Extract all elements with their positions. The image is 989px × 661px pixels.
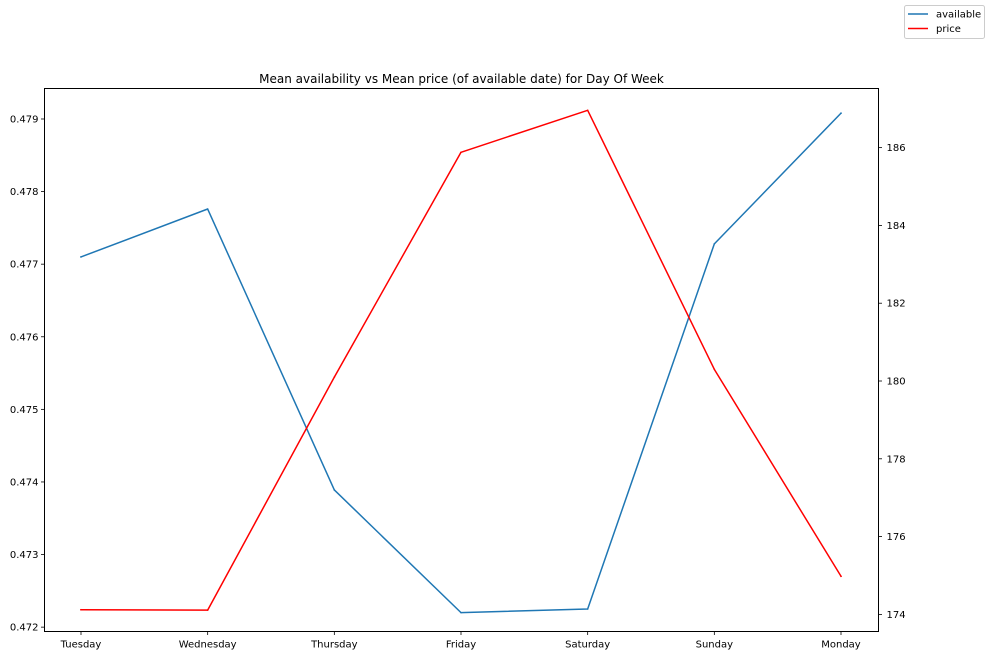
y-left-tick-label: 0.476 <box>10 332 39 343</box>
y-right-tick-label: 174 <box>887 610 906 621</box>
legend-label-price: price <box>936 24 961 35</box>
data-point-price <box>80 608 82 611</box>
x-tick-label: Tuesday <box>60 640 102 651</box>
y-left-tick-label: 0.474 <box>10 477 39 488</box>
data-point-available <box>333 489 336 491</box>
x-tick-label: Friday <box>446 640 476 651</box>
y-right-tick-label: 176 <box>887 532 906 543</box>
y-right-tick-label: 178 <box>887 454 906 465</box>
legend-entries: available price <box>908 10 981 35</box>
data-point-available <box>206 208 209 210</box>
plot-layer <box>80 109 843 614</box>
legend: available price <box>904 5 985 39</box>
x-tick-label: Monday <box>821 640 861 651</box>
data-point-price <box>586 109 589 112</box>
x-tick-label: Saturday <box>565 640 610 651</box>
data-point-available <box>713 243 716 245</box>
series-line-available <box>80 112 843 614</box>
y-right-tick-label: 182 <box>887 299 906 310</box>
data-point-price <box>460 151 462 154</box>
y-right-tick-label: 184 <box>887 221 906 232</box>
axes-frame <box>44 88 879 632</box>
data-point-available <box>840 112 842 114</box>
x-tick-label: Sunday <box>696 640 733 651</box>
y-left-tick-label: 0.472 <box>10 623 39 634</box>
y-right-tick-label: 186 <box>887 143 906 154</box>
y-left-tick-label: 0.477 <box>10 260 39 271</box>
y-left-tick-label: 0.478 <box>10 187 39 198</box>
y-left-tick-label: 0.475 <box>10 405 39 416</box>
data-point-available <box>460 611 462 614</box>
y-left-tick-label: 0.479 <box>10 114 39 125</box>
ticks-layer: Tuesday Wednesday Thursday Friday Saturday Su… <box>10 114 906 650</box>
x-tick-label: Wednesday <box>179 640 237 651</box>
data-point-available <box>80 256 82 258</box>
data-point-price <box>333 376 336 378</box>
data-point-price <box>713 368 716 371</box>
data-point-price <box>840 575 842 578</box>
x-tick-label: Thursday <box>310 640 358 651</box>
y-right-tick-label: 180 <box>887 377 906 388</box>
data-point-price <box>206 609 209 611</box>
chart-title: Mean availability vs Mean price (of avai… <box>259 72 664 86</box>
series-line-price <box>80 109 843 611</box>
data-point-available <box>586 608 589 610</box>
y-left-tick-label: 0.473 <box>10 550 39 561</box>
legend-label-available: available <box>936 10 981 21</box>
